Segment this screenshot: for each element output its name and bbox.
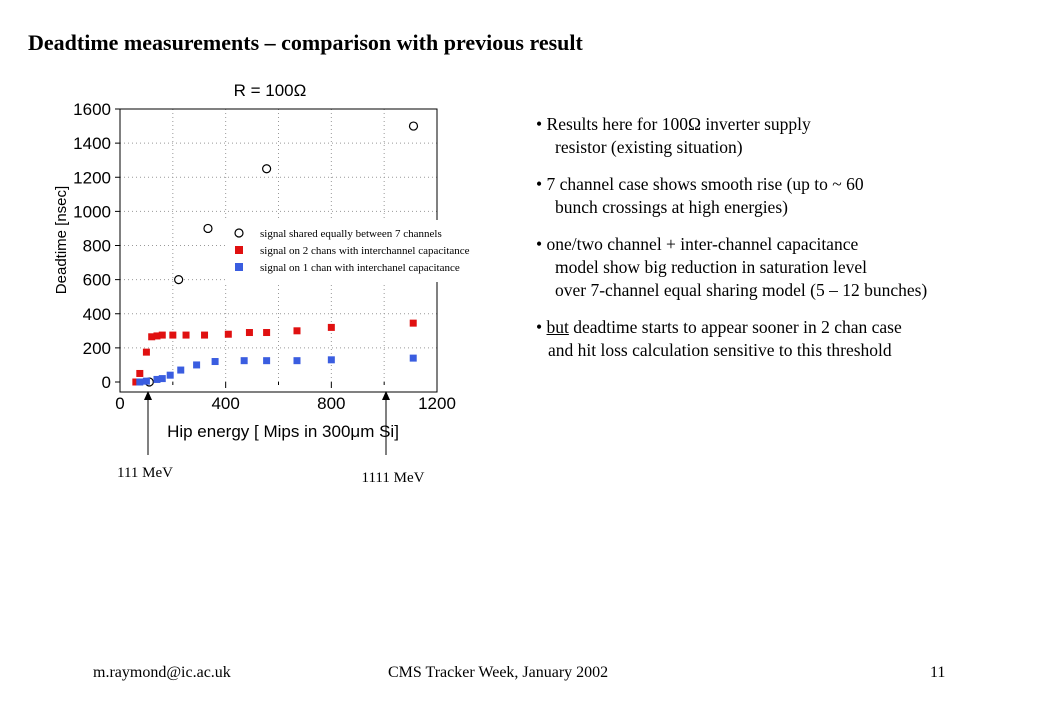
data-point [174, 275, 184, 285]
x-tick-label: 400 [211, 394, 239, 413]
x-tick-label: 800 [317, 394, 345, 413]
legend-label: signal on 2 chans with interchannel capa… [260, 245, 470, 257]
legend-marker [235, 246, 243, 254]
data-point [136, 369, 144, 377]
bullet-line: resistor (existing situation) [555, 137, 743, 157]
bullet-item: • 7 channel case shows smooth rise (up t… [536, 173, 1026, 219]
data-point [409, 319, 417, 327]
legend-marker [234, 228, 244, 238]
legend: signal shared equally between 7 channels… [225, 220, 519, 282]
y-tick-label: 0 [102, 373, 111, 392]
data-point [153, 375, 161, 383]
data-point [169, 331, 177, 339]
y-tick-label: 400 [83, 305, 111, 324]
data-point [263, 357, 271, 365]
data-point [158, 375, 166, 383]
y-tick-label: 200 [83, 339, 111, 358]
x-axis-label: Hip energy [ Mips in 300μm Si] [167, 422, 399, 441]
data-point [409, 354, 417, 362]
annotation-arrowhead [382, 391, 390, 400]
data-point [193, 361, 201, 369]
data-point [293, 327, 301, 335]
data-point [211, 358, 219, 366]
data-point [240, 357, 248, 365]
bullet-item: • one/two channel + inter-channel capaci… [536, 233, 1026, 302]
legend-label: signal on 1 chan with interchanel capaci… [260, 262, 460, 274]
data-point [153, 332, 161, 340]
y-axis-ticks: 0 200 400 600 800 1000 1200 1400 1600 [73, 100, 120, 392]
bullet-item: • Results here for 100Ω inverter supply … [536, 113, 1026, 159]
annotation-arrowhead [144, 391, 152, 400]
chart-title: R = 100Ω [234, 81, 307, 100]
data-point [327, 356, 335, 364]
x-axis-ticks: 0 400 800 1200 [115, 382, 456, 413]
bullet-line: Results here for 100Ω inverter supply [546, 114, 811, 134]
data-point [182, 331, 190, 339]
bullet-item: • but deadtime starts to appear sooner i… [536, 316, 1026, 362]
energy-annotations: 111 MeV 1111 MeV [117, 391, 425, 486]
bullet-line: model show big reduction in saturation l… [555, 257, 868, 277]
data-point [203, 223, 213, 234]
bullet-line: 7 channel case shows smooth rise (up to … [546, 174, 864, 194]
data-point [142, 377, 150, 385]
data-point [166, 371, 174, 379]
x-tick-label: 0 [115, 394, 124, 413]
data-point [177, 366, 185, 374]
bullet-line: over 7-channel equal sharing model (5 – … [555, 280, 928, 300]
bullet-line: bunch crossings at high energies) [555, 197, 788, 217]
data-point [224, 330, 232, 338]
underlined-word: but [546, 317, 569, 337]
bullet-line: deadtime starts to appear sooner in 2 ch… [568, 317, 902, 337]
data-point [327, 323, 335, 331]
y-tick-label: 1400 [73, 134, 111, 153]
bullet-line: one/two channel + inter-channel capacita… [546, 234, 859, 254]
footer-event: CMS Tracker Week, January 2002 [388, 664, 609, 681]
footer-email: m.raymond@ic.ac.uk [93, 664, 231, 681]
legend-marker [235, 263, 243, 271]
legend-label: signal shared equally between 7 channels [260, 228, 442, 240]
data-point [132, 378, 140, 386]
data-points [132, 121, 419, 387]
data-point [262, 164, 272, 174]
footer-page-number: 11 [930, 664, 946, 681]
annotation-label: 1111 MeV [362, 470, 425, 486]
y-tick-label: 800 [83, 237, 111, 256]
legend-box [225, 220, 519, 282]
data-point [148, 333, 156, 341]
x-tick-label: 1200 [418, 394, 456, 413]
y-tick-label: 1600 [73, 100, 111, 119]
data-point [408, 121, 419, 131]
bullet-line: and hit loss calculation sensitive to th… [548, 340, 892, 360]
bullet-list: • Results here for 100Ω inverter supply … [536, 113, 1026, 376]
data-point [136, 378, 144, 386]
y-tick-label: 1000 [73, 202, 111, 221]
data-point [201, 331, 209, 339]
slide-title: Deadtime measurements – comparison with … [28, 30, 583, 55]
y-axis-label: Deadtime [nsec] [53, 186, 70, 294]
data-point [293, 357, 301, 365]
annotation-label: 111 MeV [117, 465, 173, 481]
data-point [158, 331, 166, 339]
y-tick-label: 1200 [73, 168, 111, 187]
data-point [142, 348, 150, 356]
data-point [263, 329, 271, 337]
data-point [245, 329, 253, 337]
y-tick-label: 600 [83, 271, 111, 290]
